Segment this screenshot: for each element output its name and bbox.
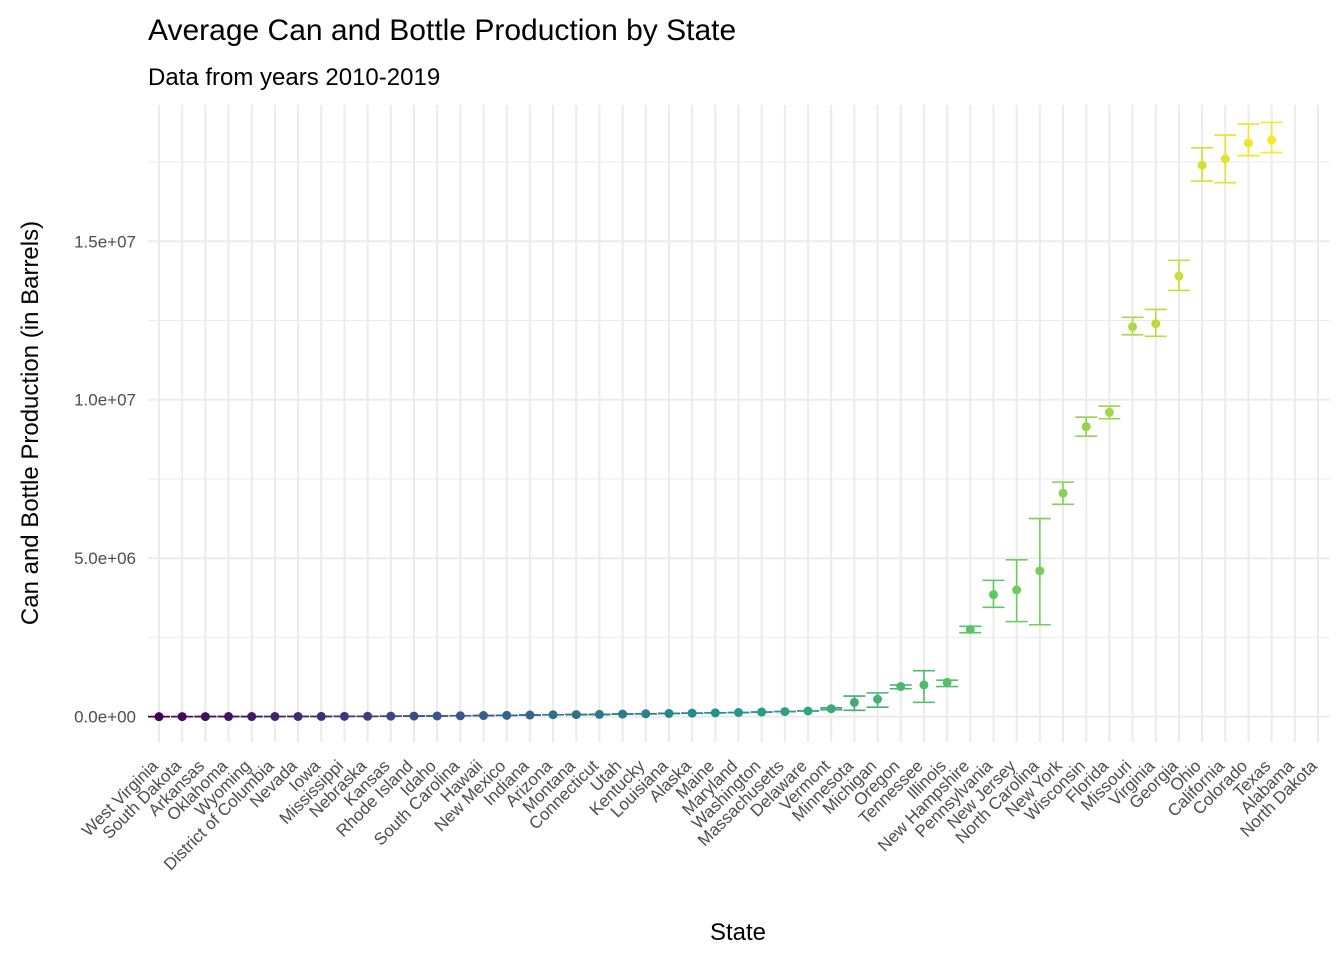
data-point [849, 697, 859, 707]
data-point [200, 712, 210, 722]
x-axis-label: State [710, 919, 766, 946]
data-point [1128, 322, 1138, 332]
data-point [803, 706, 813, 716]
data-point [154, 712, 164, 722]
data-point [594, 709, 604, 719]
data-point [687, 708, 697, 718]
data-point [896, 682, 906, 692]
data-point [525, 710, 535, 720]
data-point [316, 711, 326, 721]
data-point [479, 711, 489, 721]
data-point [988, 590, 998, 600]
data-point [339, 711, 349, 721]
data-point [919, 680, 929, 690]
data-point [873, 694, 883, 704]
data-point [432, 711, 442, 721]
data-point [618, 709, 628, 719]
data-point [386, 711, 396, 721]
data-point [664, 708, 674, 718]
y-tick-label: 5.0e+06 [74, 549, 136, 568]
data-point [247, 712, 257, 722]
data-point [293, 711, 303, 721]
data-point [757, 707, 767, 717]
data-point [710, 708, 720, 718]
data-point [780, 707, 790, 717]
grid-lines [148, 105, 1330, 742]
data-point [965, 624, 975, 634]
data-point [1058, 488, 1068, 498]
data-point [1081, 422, 1091, 432]
y-tick-label: 0.0e+00 [74, 708, 136, 727]
y-tick-labels: 0.0e+00 5.0e+06 1.0e+07 1.5e+07 [74, 232, 136, 726]
data-point [363, 711, 373, 721]
data-point [1151, 319, 1161, 329]
data-point [826, 704, 836, 714]
data-point [270, 711, 280, 721]
data-point [1104, 407, 1114, 417]
data-point [548, 710, 558, 720]
data-point [177, 712, 187, 722]
data-point [409, 711, 419, 721]
plot-area [148, 105, 1330, 742]
chart-subtitle: Data from years 2010-2019 [148, 64, 440, 91]
data-point [1197, 160, 1207, 170]
data-point [942, 677, 952, 687]
data-point [455, 711, 465, 721]
data-point [571, 710, 581, 720]
data-point [1035, 566, 1045, 576]
y-tick-label: 1.0e+07 [74, 391, 136, 410]
data-point [1243, 138, 1253, 148]
y-tick-label: 1.5e+07 [74, 232, 136, 251]
data-point [224, 712, 234, 722]
data-point [1012, 585, 1022, 595]
data-point [1267, 135, 1277, 145]
data-point [641, 709, 651, 719]
data-points [154, 135, 1277, 722]
data-point [1174, 271, 1184, 281]
chart-title: Average Can and Bottle Production by Sta… [148, 14, 736, 47]
data-point [1220, 154, 1230, 164]
y-axis-label: Can and Bottle Production (in Barrels) [17, 221, 44, 625]
data-point [734, 708, 743, 718]
data-point [502, 710, 512, 720]
